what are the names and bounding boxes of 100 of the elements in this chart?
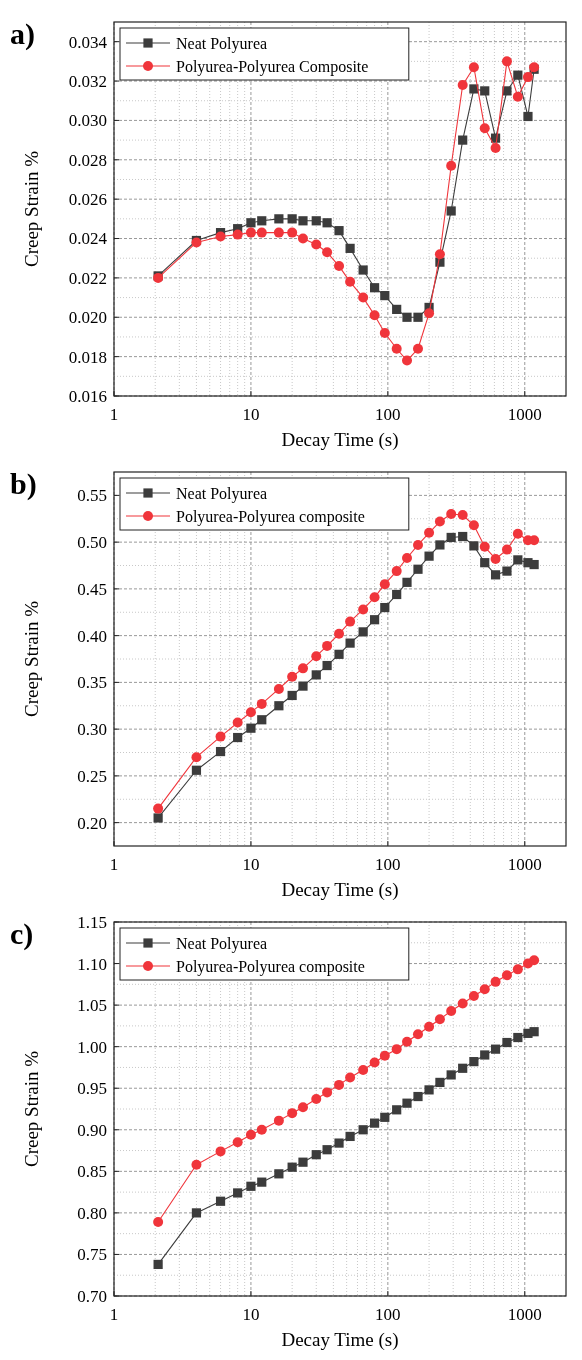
point (334, 649, 344, 659)
point (446, 509, 457, 520)
x-tick-label: 100 (375, 1305, 401, 1324)
point (345, 276, 356, 287)
point (468, 990, 479, 1001)
point (322, 660, 332, 671)
x-tick-label: 10 (242, 855, 260, 874)
y-tick-label: 0.40 (77, 626, 107, 646)
x-tick-label: 1 (109, 855, 119, 874)
x-tick-label: 1000 (507, 855, 542, 874)
x-tick-label: 10 (242, 1305, 260, 1324)
point (358, 1125, 368, 1135)
point (502, 566, 512, 576)
point (311, 216, 321, 226)
point (512, 91, 523, 102)
y-tick-label: 1.00 (77, 1037, 107, 1057)
x-axis-title: Decay Time (s) (281, 879, 399, 901)
y-tick-label: 0.032 (68, 72, 107, 91)
x-axis-title: Decay Time (s) (281, 1329, 399, 1351)
x-tick-label: 1 (109, 405, 119, 424)
y-tick-label: 1.15 (77, 912, 107, 932)
y-tick-label: 0.30 (77, 720, 107, 740)
point (501, 544, 512, 555)
y-tick-label: 0.70 (77, 1286, 107, 1306)
point (311, 670, 321, 680)
point (458, 1063, 468, 1073)
point (490, 570, 501, 580)
point (391, 343, 402, 354)
point (334, 261, 345, 272)
legend-label: Polyurea-Polyurea composite (176, 957, 365, 976)
point (435, 540, 445, 550)
point (446, 532, 456, 543)
x-tick-label: 1000 (507, 1305, 542, 1324)
point (334, 1079, 345, 1090)
point (424, 1085, 434, 1095)
y-tick-label: 0.034 (68, 32, 108, 52)
point (434, 249, 445, 260)
point (512, 528, 523, 539)
point (287, 1108, 298, 1119)
point (369, 592, 380, 603)
y-tick-label: 0.024 (68, 229, 108, 249)
y-tick-label: 1.05 (77, 996, 107, 1016)
point (287, 1162, 297, 1172)
point (434, 1014, 445, 1025)
y-tick-label: 0.016 (68, 386, 107, 406)
y-tick-label: 0.022 (68, 268, 107, 288)
x-tick-label: 1000 (507, 405, 542, 424)
point (334, 628, 345, 639)
y-tick-label: 1.10 (77, 954, 107, 974)
point (446, 1005, 457, 1016)
point (469, 1057, 479, 1067)
point (358, 265, 368, 275)
y-tick-label: 0.018 (68, 347, 107, 367)
point (513, 555, 523, 565)
point (402, 312, 412, 322)
point (479, 541, 490, 552)
legend-label: Neat Polyurea (176, 34, 268, 53)
point (446, 1070, 456, 1080)
y-tick-label: 0.25 (77, 766, 107, 786)
point (322, 218, 332, 228)
point (490, 976, 501, 987)
y-tick-label: 0.030 (68, 111, 107, 131)
point (413, 1091, 423, 1102)
point (379, 579, 390, 590)
point (345, 638, 355, 648)
x-tick-label: 10 (242, 405, 260, 424)
point (402, 553, 413, 564)
point (490, 553, 501, 564)
point (311, 651, 322, 662)
x-axis-title: Decay Time (s) (281, 429, 399, 451)
point (402, 355, 413, 366)
y-tick-label: 0.50 (77, 533, 107, 553)
point (369, 283, 380, 293)
point (501, 56, 512, 67)
point (446, 160, 457, 171)
point (380, 602, 390, 613)
chart-title: a) (10, 17, 35, 51)
point (334, 1138, 344, 1148)
point (322, 1087, 333, 1098)
point (412, 343, 423, 354)
y-tick-label: 0.45 (77, 579, 107, 599)
point (287, 214, 297, 224)
point (380, 291, 390, 301)
chart-title: c) (10, 917, 34, 951)
point (424, 1021, 435, 1032)
point (458, 135, 468, 145)
x-tick-label: 1 (109, 1305, 119, 1324)
point (334, 226, 344, 236)
legend-label: Polyurea-Polyurea composite (176, 507, 365, 526)
point (322, 640, 333, 651)
y-tick-label: 0.90 (77, 1120, 107, 1140)
point (468, 520, 479, 531)
x-tick-label: 100 (375, 855, 401, 874)
point (424, 308, 435, 319)
y-tick-label: 0.85 (77, 1162, 107, 1182)
point (345, 616, 356, 627)
point (424, 551, 434, 561)
y-tick-label: 0.026 (68, 190, 107, 210)
point (434, 516, 445, 527)
point (358, 627, 368, 637)
